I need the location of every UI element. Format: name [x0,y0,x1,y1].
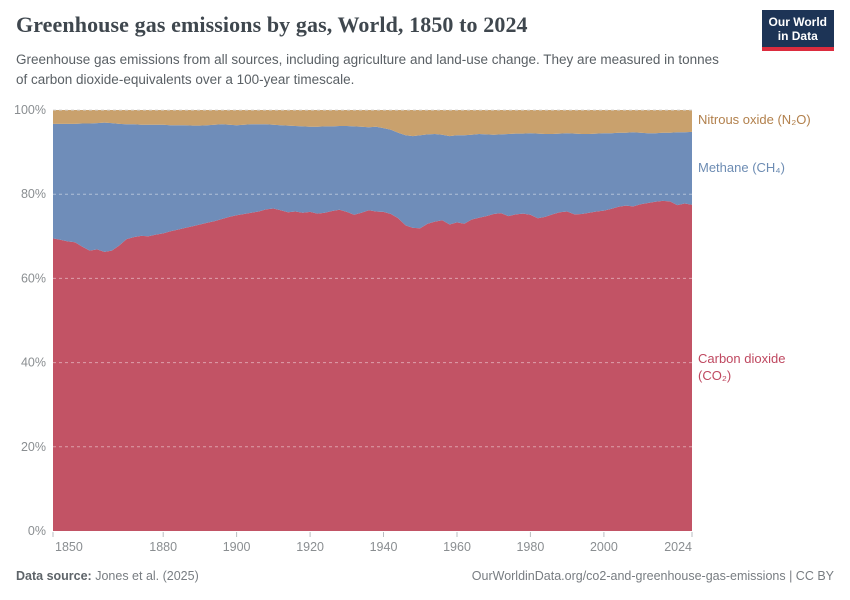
data-source-label: Data source: [16,569,92,583]
x-tick-label: 1940 [370,540,398,554]
x-tick-label: 2000 [590,540,618,554]
data-source-value: Jones et al. (2025) [95,569,199,583]
series-label-carbon-dioxide[interactable]: Carbon dioxide (CO₂) [698,351,786,383]
chart-subtitle: Greenhouse gas emissions from all source… [16,52,719,87]
owid-logo-line1: Our World [768,15,827,29]
x-tick-label: 1960 [443,540,471,554]
x-tick-label: 2024 [664,540,692,554]
x-tick-label: 1850 [55,540,83,554]
stacked-area-chart[interactable]: 0% 20% 40% 60% 80% 100% 1850 1880 1900 1920 1940 19… [0,96,850,558]
x-tick-label: 1900 [223,540,251,554]
page-title: Greenhouse gas emissions by gas, World, … [16,12,528,37]
y-tick-label: 100% [14,103,46,117]
chart-footer: Data source: Jones et al. (2025) OurWorl… [16,569,834,583]
area-ch4[interactable] [53,122,692,252]
owid-logo-line2: in Data [777,29,818,44]
series-label-nitrous-oxide[interactable]: Nitrous oxide (N₂O) [698,112,811,127]
footer-citation-link[interactable]: OurWorldinData.org/co2-and-greenhouse-ga… [471,569,834,583]
area-co2[interactable] [53,200,692,531]
owid-logo[interactable]: Our World in Data [761,10,834,51]
data-source: Data source: Jones et al. (2025) [16,569,199,583]
y-tick-label: 40% [21,356,46,370]
series-label-methane[interactable]: Methane (CH₄) [698,160,785,175]
x-tick-label: 1880 [149,540,177,554]
y-tick-label: 20% [21,440,46,454]
y-tick-label: 80% [21,187,46,201]
y-tick-label: 60% [21,271,46,285]
x-tick-label: 1920 [296,540,324,554]
area-n2o[interactable] [53,110,692,137]
y-tick-label: 0% [28,524,46,538]
x-tick-label: 1980 [516,540,544,554]
